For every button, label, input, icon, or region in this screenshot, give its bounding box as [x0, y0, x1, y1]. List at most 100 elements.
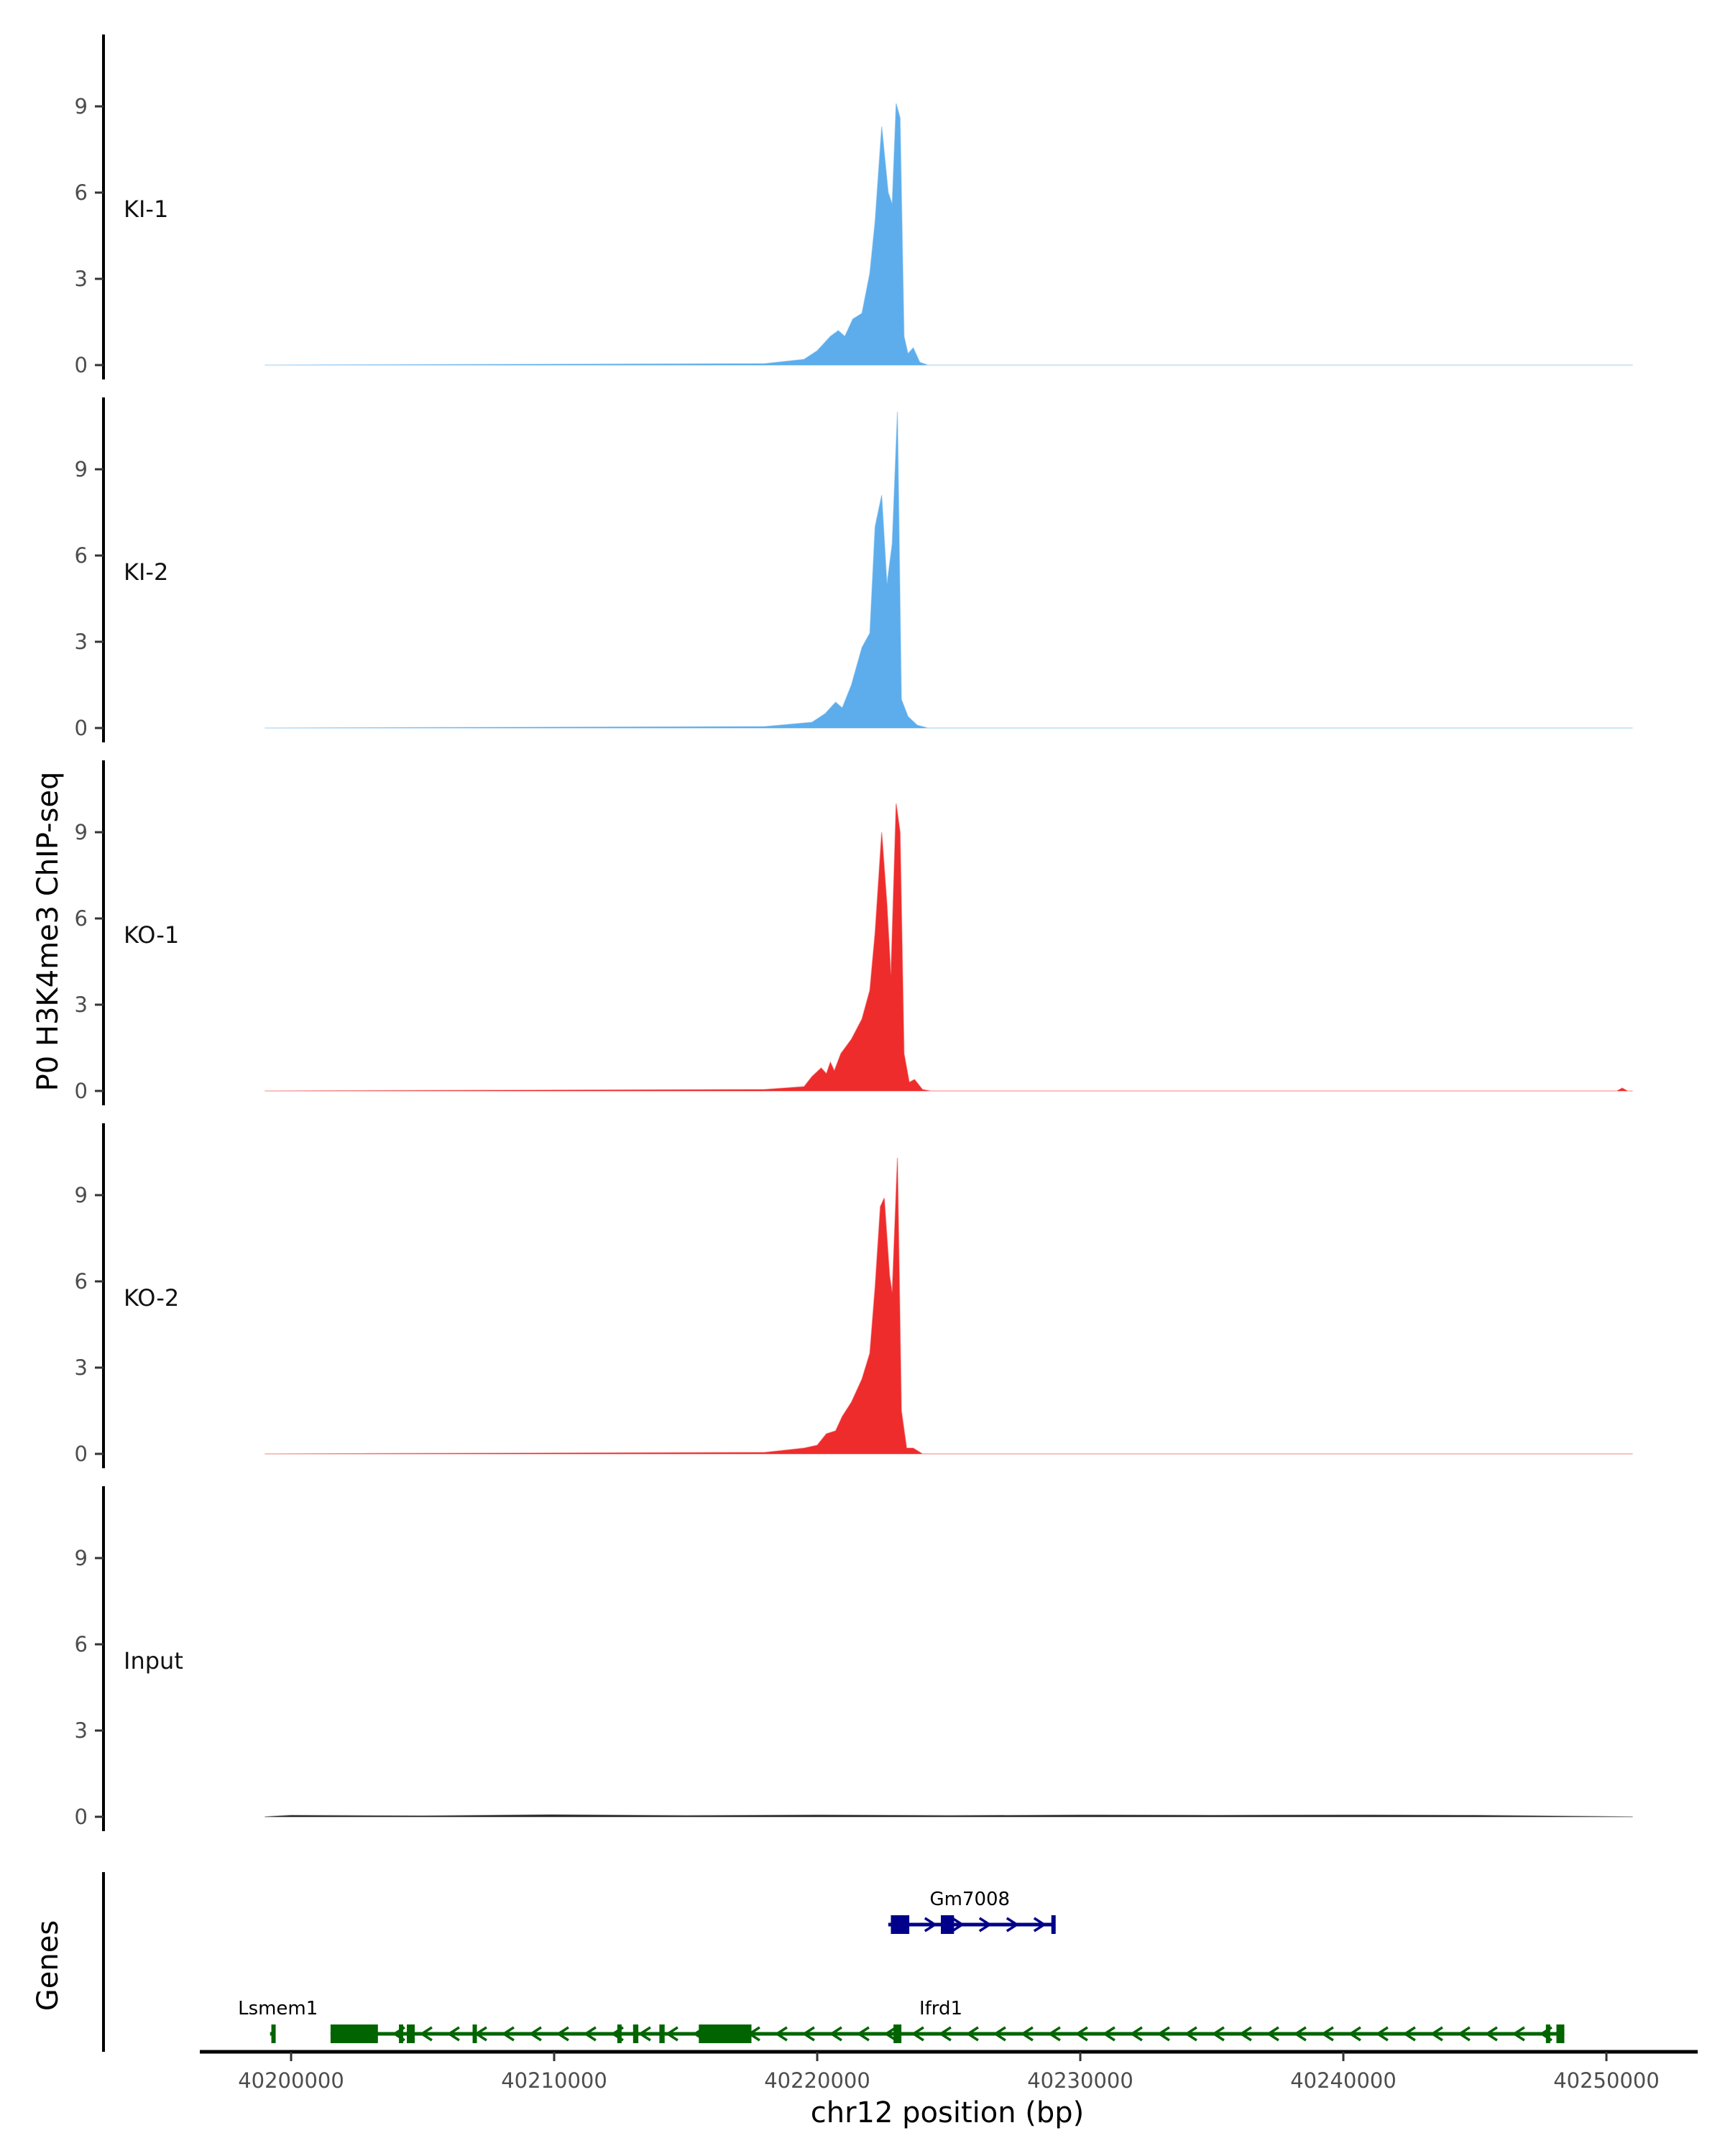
x-axis-title: chr12 position (bp) [811, 2096, 1085, 2129]
strand-arrow-icon [638, 2026, 651, 2042]
gene-exon [1545, 2024, 1550, 2043]
x-tick-label: 40220000 [764, 2068, 870, 2093]
signal-area-input [264, 1814, 1633, 1818]
strand-arrow-icon [1006, 1917, 1020, 1932]
strand-arrow-icon [1293, 2026, 1307, 2042]
signal-area-ko-1 [264, 803, 1633, 1092]
gene-exon [330, 2024, 378, 2043]
y-tick-label: 0 [75, 716, 88, 740]
gene-label: Ifrd1 [919, 1998, 962, 2019]
strand-arrow-icon [1047, 2026, 1061, 2042]
y-tick-label: 6 [75, 543, 88, 568]
sample-label: KI-2 [124, 558, 168, 586]
strand-arrow-icon [911, 2026, 924, 2042]
strand-arrow-icon [951, 1917, 965, 1932]
strand-arrow-icon [419, 2026, 433, 2042]
strand-arrow-icon [1075, 2026, 1088, 2042]
y-tick-label: 0 [75, 353, 88, 377]
y-tick-label: 0 [75, 1079, 88, 1103]
strand-arrow-icon [446, 2026, 460, 2042]
strand-arrow-icon [1129, 2026, 1143, 2042]
strand-arrow-icon [1184, 2026, 1197, 2042]
strand-arrow-icon [978, 1917, 993, 1932]
signal-area-ki-1 [264, 103, 1633, 366]
gene-exon [1556, 2024, 1565, 2043]
strand-arrow-icon [583, 2026, 597, 2042]
gene-exon [617, 2024, 622, 2043]
strand-arrow-icon [1430, 2026, 1443, 2042]
y-tick-label: 3 [75, 267, 88, 291]
strand-arrow-icon [774, 2026, 788, 2042]
strand-arrow-icon [924, 1917, 938, 1932]
strand-arrow-icon [665, 2026, 678, 2042]
y-tick-label: 9 [75, 1183, 88, 1207]
y-tick-label: 9 [75, 1546, 88, 1570]
strand-arrow-icon [1020, 2026, 1034, 2042]
gene-exon [659, 2024, 665, 2043]
signal-area-ko-2 [264, 1157, 1633, 1455]
strand-arrow-icon [528, 2026, 542, 2042]
gene-exon [1051, 1915, 1056, 1934]
gene-exon [271, 2024, 276, 2043]
gene-gm7008[interactable]: Gm7008 [888, 1889, 1056, 1934]
sample-label: KI-1 [124, 195, 168, 223]
strand-arrow-icon [1402, 2026, 1416, 2042]
sample-label: KO-2 [124, 1284, 179, 1312]
strand-arrow-icon [1033, 1917, 1047, 1932]
y-tick-label: 9 [75, 820, 88, 844]
y-tick-label: 6 [75, 906, 88, 931]
y-axis-title: P0 H3K4me3 ChIP-seq [32, 772, 65, 1092]
track-panel-input: 0 3 6 9 Input [75, 1486, 1633, 1831]
strand-arrow-icon [1348, 2026, 1361, 2042]
strand-arrow-icon [938, 2026, 952, 2042]
y-tick-label: 3 [75, 1355, 88, 1380]
x-tick-label: 40240000 [1290, 2068, 1397, 2093]
gene-ifrd1[interactable]: Ifrd1 [330, 1998, 1565, 2043]
x-tick-label: 40230000 [1027, 2068, 1133, 2093]
strand-arrow-icon [1238, 2026, 1252, 2042]
y-tick-label: 3 [75, 1718, 88, 1743]
gene-exon [407, 2024, 415, 2043]
track-panel-ko-1: 0 3 6 9 KO-1 [75, 760, 1633, 1105]
strand-arrow-icon [1211, 2026, 1225, 2042]
y-tick-label: 0 [75, 1805, 88, 1829]
signal-area-ki-2 [264, 411, 1633, 729]
sample-label: KO-1 [124, 921, 179, 949]
gene-exon [632, 2024, 639, 2043]
y-tick-label: 6 [75, 180, 88, 205]
x-tick-label: 40210000 [501, 2068, 607, 2093]
strand-arrow-icon [1266, 2026, 1279, 2042]
gene-exon [941, 1915, 954, 1934]
strand-arrow-icon [1156, 2026, 1170, 2042]
x-tick-label: 40200000 [238, 2068, 344, 2093]
strand-arrow-icon [856, 2026, 870, 2042]
y-tick-label: 3 [75, 630, 88, 654]
strand-arrow-icon [1484, 2026, 1498, 2042]
track-panel-ko-2: 0 3 6 9 KO-2 [75, 1123, 1633, 1468]
genes-axis-title: Genes [32, 1920, 65, 2011]
gene-exon [399, 2024, 404, 2043]
strand-arrow-icon [1457, 2026, 1471, 2042]
strand-arrow-icon [1512, 2026, 1525, 2042]
y-tick-label: 9 [75, 94, 88, 119]
strand-arrow-icon [1320, 2026, 1334, 2042]
track-panel-ki-2: 0 3 6 9 KI-2 [75, 397, 1633, 742]
strand-arrow-icon [1375, 2026, 1389, 2042]
gene-label: Gm7008 [929, 1889, 1010, 1910]
gene-exon [893, 2024, 902, 2043]
y-tick-label: 6 [75, 1269, 88, 1294]
y-tick-label: 3 [75, 992, 88, 1017]
y-tick-label: 0 [75, 1442, 88, 1466]
x-tick-label: 40250000 [1553, 2068, 1660, 2093]
sample-label: Input [124, 1647, 183, 1674]
gene-exon [472, 2024, 477, 2043]
y-tick-label: 6 [75, 1632, 88, 1657]
gene-exon [891, 1915, 910, 1934]
strand-arrow-icon [1102, 2026, 1116, 2042]
gene-lsmem1[interactable]: Lsmem1 [238, 1998, 318, 2043]
y-tick-label: 9 [75, 457, 88, 482]
strand-arrow-icon [556, 2026, 569, 2042]
strand-arrow-icon [993, 2026, 1006, 2042]
